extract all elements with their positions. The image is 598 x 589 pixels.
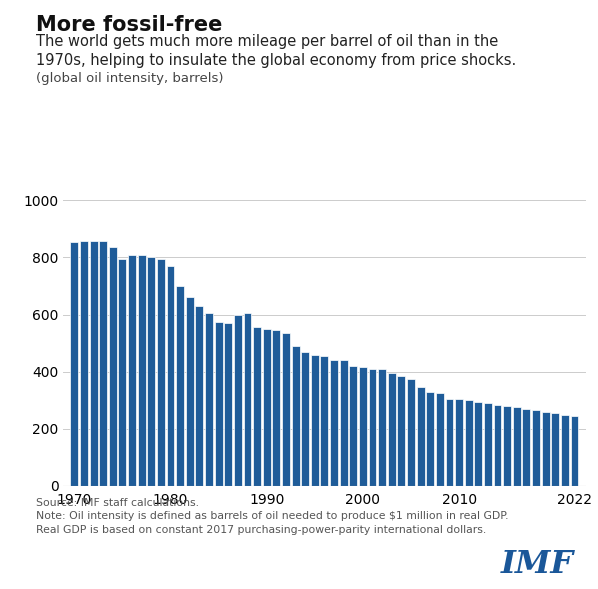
Bar: [330, 360, 338, 486]
Bar: [205, 313, 213, 486]
Bar: [446, 399, 453, 486]
Text: Source: IMF staff calculations.
Note: Oil intensity is defined as barrels of oil: Source: IMF staff calculations. Note: Oi…: [36, 498, 508, 535]
Bar: [398, 376, 405, 486]
Bar: [321, 356, 328, 486]
Bar: [523, 409, 530, 486]
Bar: [359, 368, 367, 486]
Bar: [292, 346, 300, 486]
Bar: [128, 255, 136, 486]
Bar: [147, 257, 155, 486]
Bar: [80, 241, 88, 486]
Bar: [455, 399, 463, 486]
Bar: [484, 403, 492, 486]
Bar: [542, 412, 550, 486]
Bar: [301, 352, 309, 486]
Bar: [426, 392, 434, 486]
Bar: [474, 402, 482, 486]
Text: The world gets much more mileage per barrel of oil than in the
1970s, helping to: The world gets much more mileage per bar…: [36, 34, 516, 68]
Bar: [196, 306, 203, 486]
Bar: [272, 330, 280, 486]
Bar: [340, 360, 347, 486]
Text: IMF: IMF: [501, 549, 574, 580]
Bar: [282, 333, 290, 486]
Bar: [551, 413, 559, 486]
Bar: [436, 393, 444, 486]
Bar: [253, 327, 261, 486]
Bar: [407, 379, 415, 486]
Bar: [504, 406, 511, 486]
Bar: [493, 405, 502, 486]
Bar: [378, 369, 386, 486]
Bar: [224, 323, 232, 486]
Bar: [263, 329, 271, 486]
Bar: [570, 416, 578, 486]
Bar: [465, 401, 472, 486]
Bar: [311, 355, 319, 486]
Bar: [157, 259, 165, 486]
Bar: [90, 241, 97, 486]
Bar: [99, 241, 107, 486]
Bar: [118, 259, 126, 486]
Bar: [388, 373, 396, 486]
Bar: [243, 313, 251, 486]
Bar: [417, 388, 425, 486]
Text: (global oil intensity, barrels): (global oil intensity, barrels): [36, 72, 224, 85]
Bar: [109, 247, 117, 486]
Bar: [167, 266, 175, 486]
Bar: [215, 322, 222, 486]
Bar: [71, 241, 78, 486]
Bar: [513, 408, 521, 486]
Bar: [186, 297, 194, 486]
Bar: [349, 366, 357, 486]
Bar: [532, 410, 540, 486]
Bar: [234, 315, 242, 486]
Bar: [368, 369, 377, 486]
Bar: [138, 255, 145, 486]
Bar: [176, 286, 184, 486]
Bar: [561, 415, 569, 486]
Text: More fossil-free: More fossil-free: [36, 15, 222, 35]
